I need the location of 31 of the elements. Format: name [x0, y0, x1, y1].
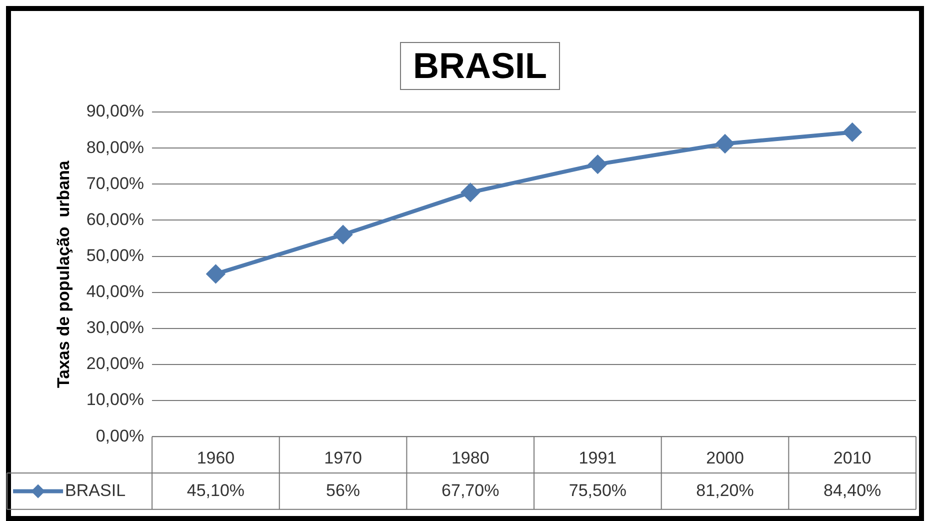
point	[461, 183, 480, 202]
x-tick-label: 2000	[706, 448, 744, 468]
point	[588, 155, 607, 174]
data-label: 84,40%	[824, 480, 882, 500]
y-tick-label: 50,00%	[86, 246, 144, 265]
point	[716, 134, 734, 153]
x-tick-label: 1960	[196, 448, 235, 468]
x-tick-label: 1980	[451, 448, 490, 468]
y-tick-label: 10,00%	[86, 390, 144, 410]
y-tick-label: 60,00%	[86, 210, 144, 229]
data-label: 75,50%	[568, 480, 627, 500]
y-tick-label: 30,00%	[86, 318, 144, 338]
y-tick-label: 90,00%	[86, 102, 144, 121]
y-tick-label: 0,00%	[96, 426, 144, 446]
data-label: 67,70%	[442, 480, 500, 500]
point	[334, 226, 352, 244]
legend-label: BRASIL	[65, 480, 126, 500]
y-tick-label: 40,00%	[86, 282, 144, 302]
chart-title: BRASIL	[400, 42, 560, 90]
point	[843, 123, 862, 142]
data-label: 45,10%	[186, 480, 245, 500]
x-tick-label: 2010	[833, 448, 872, 468]
point	[206, 264, 225, 283]
x-tick-label: 1970	[324, 448, 362, 468]
y-tick-label: 70,00%	[86, 174, 144, 193]
y-tick-label: 20,00%	[86, 354, 144, 374]
data-label: 81,20%	[696, 480, 754, 500]
y-axis-title: Taxas de população urbana	[54, 160, 73, 388]
data-label: 56%	[326, 480, 360, 500]
y-tick-label: 80,00%	[86, 138, 144, 157]
x-tick-label: 1991	[578, 448, 617, 468]
